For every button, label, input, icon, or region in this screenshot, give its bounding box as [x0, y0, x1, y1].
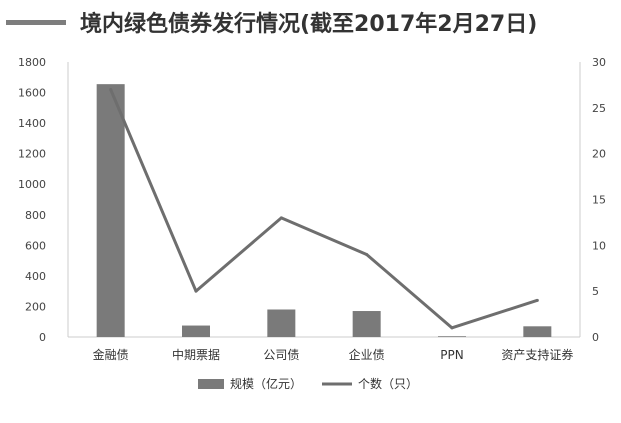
y-right-tick-label-6: 30 — [592, 56, 606, 69]
count-point-4 — [450, 326, 454, 330]
bar-4 — [438, 336, 466, 337]
count-line — [109, 88, 538, 330]
legend-bar-label: 规模（亿元） — [230, 376, 302, 391]
y-left-tick-label-6: 1200 — [18, 148, 46, 161]
y-right-tick-label-0: 0 — [592, 331, 599, 344]
category-label-2: 公司债 — [263, 348, 299, 362]
y-left-tick-label-1: 200 — [25, 300, 46, 313]
legend-line-label: 个数（只） — [358, 376, 418, 391]
bar-2 — [267, 309, 296, 337]
bar-1 — [182, 325, 210, 337]
count-point-0 — [109, 88, 113, 91]
category-label-0: 金融债 — [93, 347, 129, 362]
y-left-tick-label-0: 0 — [39, 331, 46, 344]
category-label-5: 资产支持证券 — [501, 347, 573, 362]
count-point-5 — [535, 298, 539, 302]
y-right-tick-label-5: 25 — [592, 102, 606, 115]
category-label-3: 企业债 — [349, 347, 385, 362]
chart-title: 境内绿色债券发行情况(截至2017年2月27日) — [80, 12, 538, 37]
count-point-1 — [194, 289, 198, 293]
count-point-2 — [279, 216, 283, 220]
y-left-tick-label-4: 800 — [25, 209, 46, 222]
y-left-tick-label-2: 400 — [25, 270, 46, 283]
legend-bar-swatch — [198, 379, 224, 389]
y-left-tick-label-7: 1400 — [18, 117, 46, 130]
y-left-tick-label-5: 1000 — [18, 178, 46, 191]
title-line-icon — [6, 20, 66, 25]
count-point-3 — [365, 253, 369, 256]
y-right-tick-label-2: 10 — [592, 239, 606, 252]
bar-3 — [352, 311, 381, 337]
y-left-tick-label-9: 1800 — [18, 56, 46, 69]
y-right-tick-label-1: 5 — [592, 285, 599, 298]
y-right-tick-label-3: 15 — [592, 194, 606, 207]
y-left-tick-label-3: 600 — [25, 239, 46, 252]
y-right-tick-label-4: 20 — [592, 148, 606, 161]
category-label-4: PPN — [440, 348, 463, 362]
y-left-tick-label-8: 1600 — [18, 87, 46, 100]
category-label-1: 中期票据 — [172, 347, 220, 362]
bar-5 — [523, 326, 552, 337]
bar-0 — [96, 84, 125, 338]
